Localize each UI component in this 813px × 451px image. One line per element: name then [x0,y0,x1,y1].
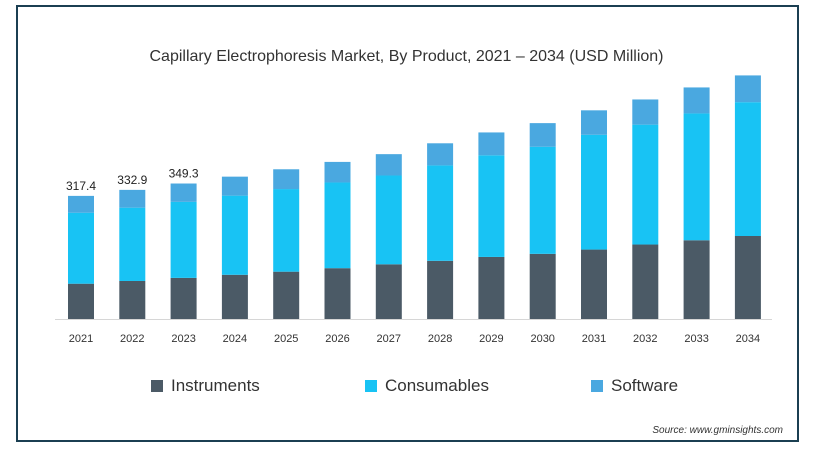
bar-software-2033 [683,87,710,114]
x-tick-label: 2023 [171,333,195,345]
legend-swatch-software [591,380,603,392]
bar-software-2024 [221,176,248,196]
bar-consumables-2026 [324,182,351,269]
legend-label-instruments: Instruments [171,376,260,395]
bar-instruments-2029 [478,256,505,319]
x-tick-label: 2032 [633,333,657,345]
legend-item-instruments: Instruments [151,376,260,396]
bar-instruments-2028 [427,260,454,319]
x-tick-label: 2021 [69,333,93,345]
bar-consumables-2024 [221,195,248,275]
source-note: Source: www.gminsights.com [652,425,783,436]
x-tick-label: 2031 [582,333,606,345]
x-tick-label: 2033 [684,333,708,345]
bar-instruments-2024 [221,274,248,319]
bar-consumables-2028 [427,165,454,261]
legend-swatch-consumables [365,380,377,392]
bar-instruments-2030 [529,253,556,319]
legend-item-consumables: Consumables [365,376,489,396]
data-label: 317.4 [66,179,96,193]
bar-instruments-2023 [170,277,197,319]
bar-consumables-2021 [68,212,94,284]
bar-instruments-2027 [375,264,402,319]
x-tick-label: 2022 [120,333,144,345]
bar-instruments-2034 [734,235,761,319]
x-tick-label: 2025 [274,333,298,345]
x-tick-label: 2024 [223,333,247,345]
data-label-layer: 317.4 332.9 349.3 [66,167,199,193]
x-tick-label: 2034 [736,333,760,345]
bar-instruments-2025 [273,271,300,319]
bar-software-2023 [170,183,197,202]
bar-instruments-2021 [68,283,94,319]
bar-software-2028 [427,143,454,166]
data-label: 332.9 [117,173,147,187]
x-tick-label: 2029 [479,333,503,345]
legend: Instruments Consumables Software [0,376,813,398]
x-tick-label: 2026 [325,333,349,345]
bar-consumables-2030 [529,146,556,254]
x-tick-layer: 2021 2022 2023 2024 2025 2026 2027 2028 2029 2030… [69,333,760,345]
bar-instruments-2026 [324,268,351,319]
chart-frame [16,5,799,442]
bar-software-2032 [632,99,659,125]
bar-instruments-2031 [581,249,607,319]
bar-software-2026 [324,161,351,183]
legend-item-software: Software [591,376,678,396]
bar-consumables-2025 [273,189,300,272]
bar-instruments-2032 [632,244,659,319]
bar-consumables-2023 [170,201,197,278]
data-label: 349.3 [169,167,199,181]
x-tick-label: 2030 [530,333,554,345]
bar-consumables-2027 [375,175,402,265]
bar-software-2027 [375,154,402,176]
legend-label-software: Software [611,376,679,395]
bar-consumables-2029 [478,155,505,257]
legend-label-consumables: Consumables [385,376,489,395]
bar-instruments-2033 [683,240,710,319]
bar-consumables-2032 [632,124,659,245]
bar-instruments-2022 [119,280,146,319]
bar-software-2034 [734,75,761,103]
chart-title: Capillary Electrophoresis Market, By Pro… [149,48,664,65]
x-tick-label: 2028 [428,333,452,345]
bar-layer [68,75,761,319]
x-tick-label: 2027 [377,333,401,345]
bar-software-2031 [581,110,607,135]
legend-swatch-instruments [151,380,163,392]
bar-software-2021 [68,195,94,213]
bar-software-2029 [478,132,505,156]
bar-consumables-2022 [119,207,146,281]
bar-software-2022 [119,189,146,208]
bar-software-2030 [529,123,556,147]
bar-consumables-2034 [734,102,761,236]
bar-software-2025 [273,169,300,190]
bar-consumables-2033 [683,113,710,241]
bar-consumables-2031 [581,134,607,250]
